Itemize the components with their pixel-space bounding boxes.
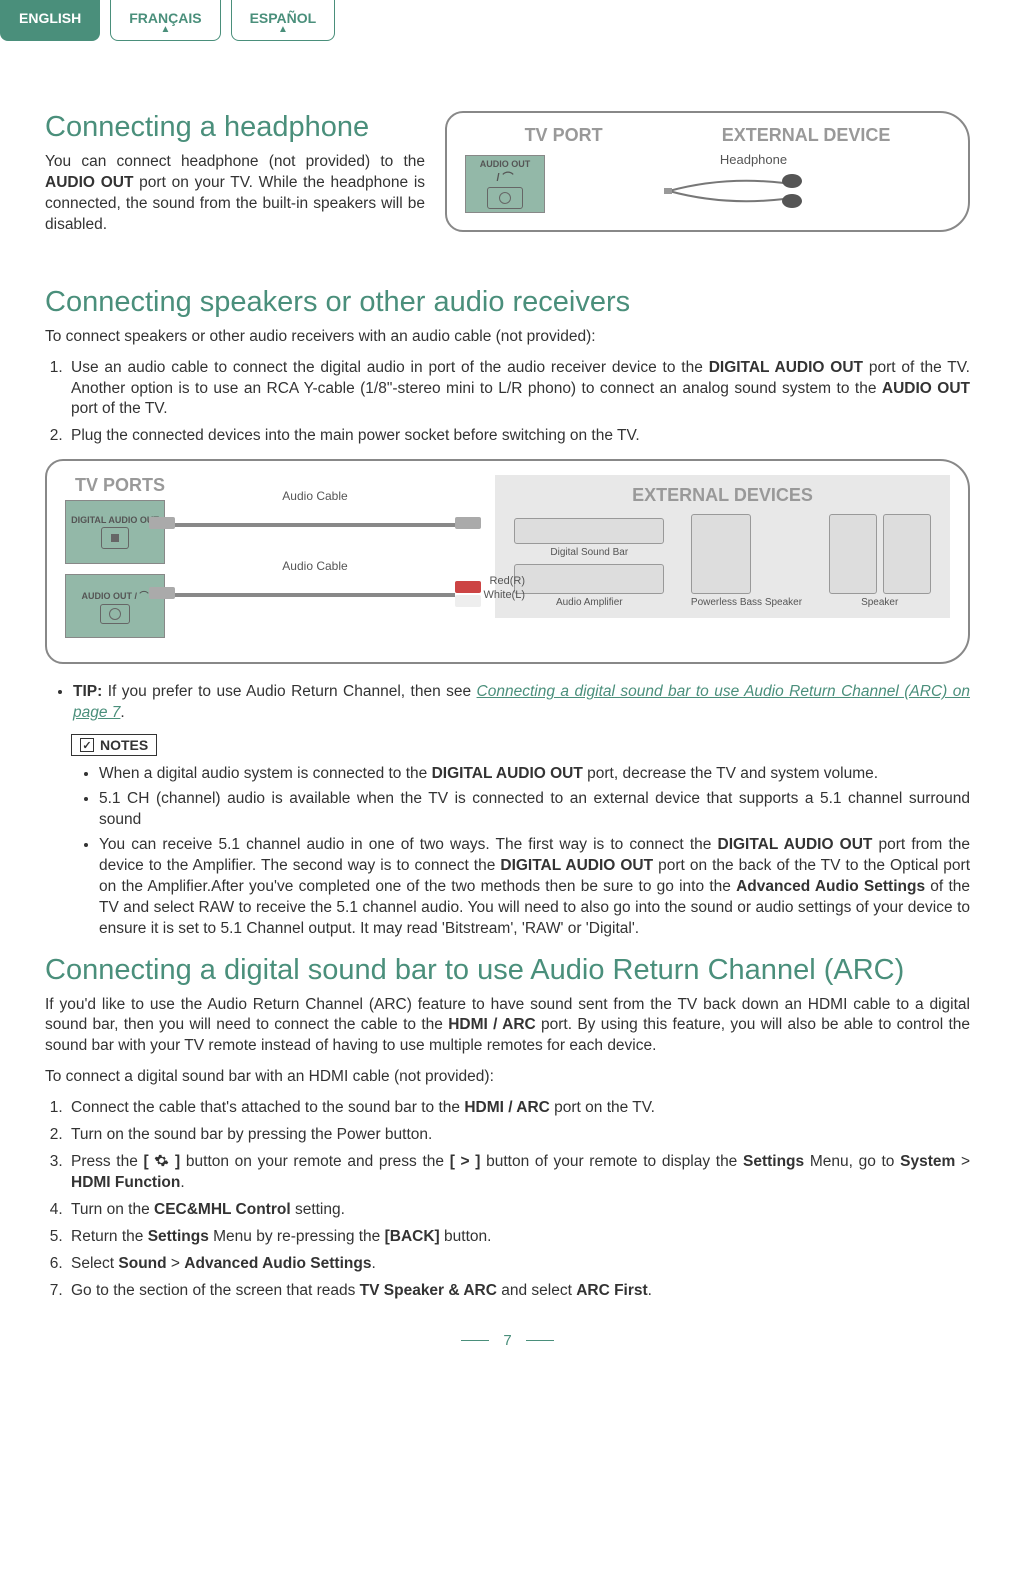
arc-intro2: To connect a digital sound bar with an H…: [45, 1067, 970, 1088]
list-item: 5.1 CH (channel) audio is available when…: [99, 789, 970, 831]
list-item: Go to the section of the screen that rea…: [67, 1281, 970, 1302]
list-item: You can receive 5.1 channel audio in one…: [99, 835, 970, 940]
rca-red-label: Red(R): [490, 575, 525, 587]
device-label-headphone: Headphone: [557, 152, 950, 167]
speakers-intro: To connect speakers or other audio recei…: [45, 327, 970, 348]
tab-espanol[interactable]: ESPAÑOL ▲: [231, 0, 336, 41]
audio-out-port-icon: AUDIO OUT / ⌒: [465, 155, 545, 213]
device-label: Digital Sound Bar: [550, 547, 628, 558]
arc-steps: Connect the cable that's attached to the…: [45, 1098, 970, 1301]
section-title-speakers: Connecting speakers or other audio recei…: [45, 286, 970, 319]
gear-icon: [154, 1153, 169, 1168]
tab-label: ENGLISH: [19, 10, 81, 26]
page-number: 7: [45, 1332, 970, 1349]
list-item: Use an audio cable to connect the digita…: [67, 358, 970, 421]
chevron-up-icon: ▲: [129, 26, 201, 34]
check-icon: ✓: [80, 738, 94, 752]
list-item: TIP: If you prefer to use Audio Return C…: [73, 682, 970, 724]
tab-francais[interactable]: FRANÇAIS ▲: [110, 0, 220, 41]
headphone-icon: [664, 171, 844, 211]
amplifier-icon: [514, 564, 664, 594]
notes-list: When a digital audio system is connected…: [71, 764, 970, 939]
diagram-label-external: EXTERNAL DEVICES: [507, 485, 938, 506]
list-item: Select Sound > Advanced Audio Settings.: [67, 1254, 970, 1275]
list-item: Return the Settings Menu by re-pressing …: [67, 1227, 970, 1248]
list-item: Connect the cable that's attached to the…: [67, 1098, 970, 1119]
diagram-label-tvport: TV PORT: [525, 125, 603, 146]
language-tabs: ENGLISH ▲ FRANÇAIS ▲ ESPAÑOL ▲: [0, 0, 970, 41]
device-label: Speaker: [861, 597, 898, 608]
speaker-icon: [883, 514, 931, 594]
speakers-steps: Use an audio cable to connect the digita…: [45, 358, 970, 448]
diagram-label-tvports: TV PORTS: [65, 475, 175, 496]
list-item: Plug the connected devices into the main…: [67, 426, 970, 447]
speakers-diagram: TV PORTS DIGITAL AUDIO OUT AUDIO OUT / ⌒…: [45, 459, 970, 664]
device-label: Audio Amplifier: [556, 597, 623, 608]
digital-audio-out-port-icon: DIGITAL AUDIO OUT: [65, 500, 165, 564]
device-label: Powerless Bass Speaker: [691, 597, 802, 608]
bass-speaker-icon: [691, 514, 751, 594]
rca-white-label: White(L): [483, 589, 525, 601]
audio-cable-icon: Audio Cable Red(R) White(L): [175, 575, 455, 615]
audio-cable-icon: Audio Cable: [175, 505, 455, 545]
headphone-body: You can connect headphone (not provided)…: [45, 152, 425, 236]
section-title-arc: Connecting a digital sound bar to use Au…: [45, 954, 970, 987]
speaker-icon: [829, 514, 877, 594]
audio-out-port-icon: AUDIO OUT / ⌒: [65, 574, 165, 638]
notes-header: ✓ NOTES: [71, 734, 157, 756]
list-item: Turn on the sound bar by pressing the Po…: [67, 1125, 970, 1146]
section-title-headphone: Connecting a headphone: [45, 111, 425, 144]
soundbar-icon: [514, 518, 664, 544]
list-item: Press the [ ] button on your remote and …: [67, 1152, 970, 1194]
list-item: Turn on the CEC&MHL Control setting.: [67, 1200, 970, 1221]
diagram-label-external: EXTERNAL DEVICE: [722, 125, 891, 146]
headphone-diagram: TV PORT EXTERNAL DEVICE AUDIO OUT / ⌒ He…: [445, 111, 970, 232]
chevron-up-icon: ▲: [250, 26, 317, 34]
arc-intro: If you'd like to use the Audio Return Ch…: [45, 995, 970, 1058]
tab-english[interactable]: ENGLISH ▲: [0, 0, 100, 41]
list-item: When a digital audio system is connected…: [99, 764, 970, 785]
tip-list: TIP: If you prefer to use Audio Return C…: [45, 682, 970, 724]
